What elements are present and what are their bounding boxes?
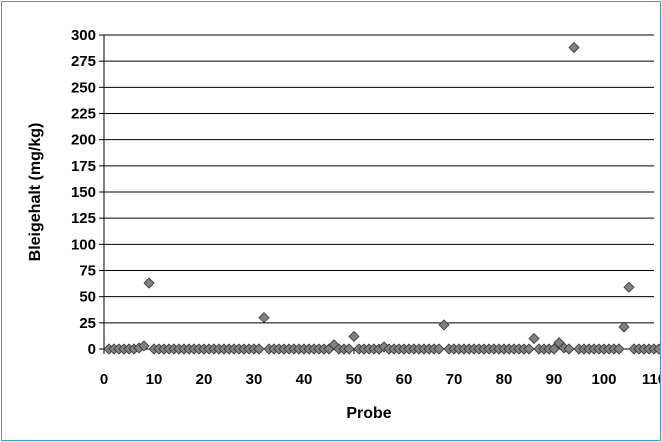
y-tick-label-1: 25 [79,315,96,332]
y-tick-label-2: 50 [79,289,96,306]
data-point [348,330,360,343]
x-tick-label-11: 110 [642,371,660,388]
data-point [618,321,630,333]
y-tick-label-0: 0 [88,341,96,358]
x-tick-label-5: 50 [346,371,363,388]
y-tick-label-12: 300 [71,27,96,44]
axes [99,34,655,354]
x-tick-label-4: 40 [296,371,313,388]
data-point [253,343,265,355]
data-point [523,343,535,355]
y-tick-label-8: 200 [71,132,96,149]
data-point [548,343,560,355]
y-tick-label-6: 150 [71,184,96,201]
data-points [103,41,660,355]
y-tick-label-3: 75 [79,263,96,280]
x-tick-label-9: 90 [546,371,563,388]
x-tick-label-10: 100 [591,371,616,388]
grid-lines [104,34,654,324]
data-point [258,312,270,324]
y-tick-label-5: 125 [71,210,96,227]
data-point [528,332,540,345]
x-tick-label-6: 60 [396,371,413,388]
data-point [653,343,660,355]
x-tick-label-0: 0 [100,371,108,388]
y-tick-label-4: 100 [71,236,96,253]
x-axis-label: Probe [346,405,391,422]
y-axis-label: Bleigehalt (mg/kg) [27,123,44,262]
y-tick-labels: 0 25 50 75 100 125 150 175 200 225 250 275 300 [71,27,96,358]
y-tick-label-7: 175 [71,158,96,175]
x-tick-label-1: 10 [146,371,163,388]
data-point [563,343,575,355]
data-point [343,343,355,355]
x-tick-label-7: 70 [446,371,463,388]
y-tick-label-9: 225 [71,106,96,123]
data-point [143,277,155,289]
y-tick-label-11: 275 [71,53,96,70]
data-point [613,343,625,355]
data-point [438,319,450,331]
x-tick-label-3: 30 [246,371,263,388]
data-point [138,340,150,352]
data-point [568,41,580,54]
x-tick-labels: 0 10 20 30 40 50 60 70 80 90 100 110 [100,371,660,388]
y-tick-label-10: 250 [71,79,96,96]
x-tick-label-8: 80 [496,371,513,388]
data-point [623,281,635,293]
data-point [433,343,445,355]
x-tick-label-2: 20 [196,371,213,388]
